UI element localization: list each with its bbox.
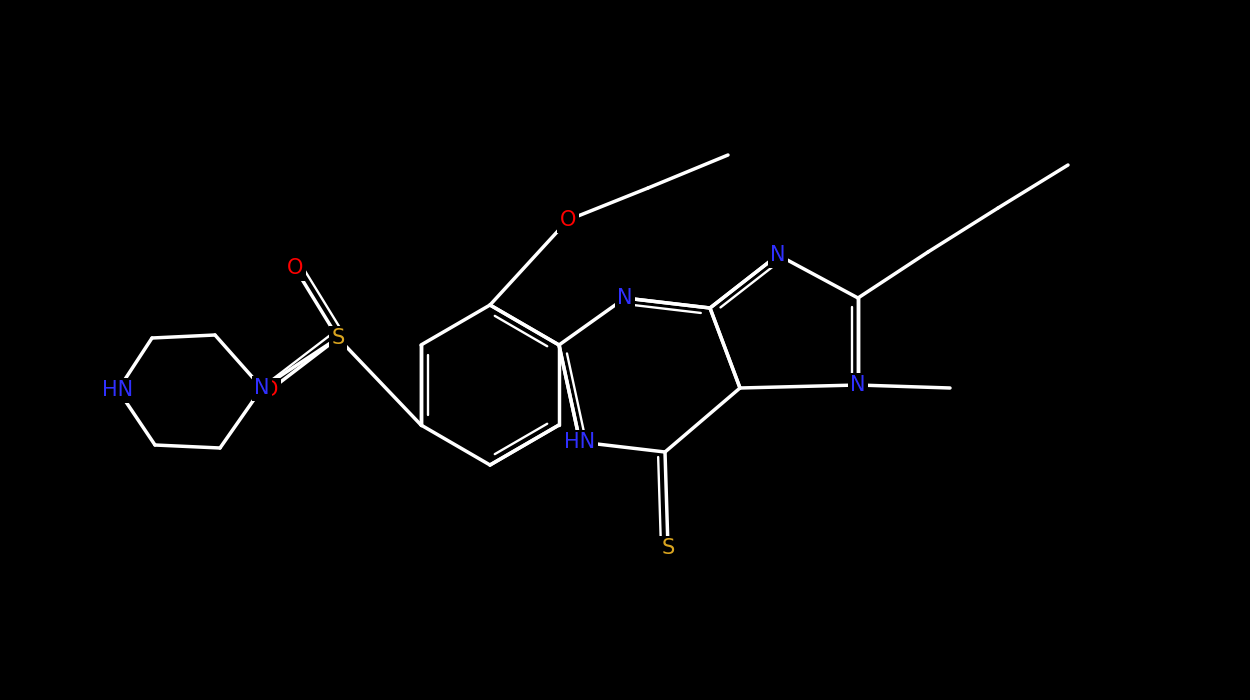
Text: O: O [286, 258, 304, 278]
Text: N: N [850, 375, 866, 395]
Text: O: O [560, 210, 576, 230]
Text: S: S [661, 538, 675, 558]
Text: N: N [254, 378, 270, 398]
Text: N: N [770, 245, 786, 265]
Text: O: O [261, 380, 279, 400]
Text: HN: HN [565, 432, 595, 452]
Text: HN: HN [102, 380, 134, 400]
Text: N: N [618, 288, 632, 308]
Text: S: S [331, 328, 345, 348]
